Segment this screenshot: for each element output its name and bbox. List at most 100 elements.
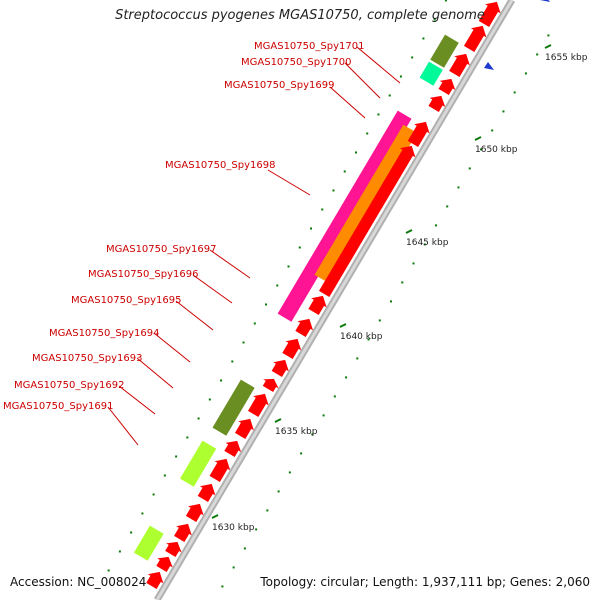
- kbp-label-1640: 1640 kbp: [340, 332, 383, 342]
- gene-label-spy1697: MGAS10750_Spy1697: [106, 244, 216, 255]
- cds-arrow: [174, 523, 192, 542]
- tick-dot: [479, 148, 482, 151]
- label-leader-line: [329, 86, 366, 119]
- kbp-label-1630: 1630 kbp: [212, 523, 255, 533]
- tick-dot: [298, 246, 301, 249]
- tick-dot: [491, 129, 494, 132]
- tick-dot: [221, 585, 224, 588]
- tick-dot: [411, 56, 414, 59]
- cds-arrow: [224, 440, 242, 457]
- label-leader-line: [136, 357, 174, 389]
- cds-arrow: [319, 145, 416, 297]
- genome-title: Streptococcus pyogenes MGAS10750, comple…: [115, 8, 485, 23]
- label-leader-line: [356, 46, 401, 84]
- cds-arrow: [146, 571, 164, 589]
- kbp-label-1635: 1635 kbp: [275, 427, 318, 437]
- cog-block: [212, 379, 255, 436]
- tick-dot: [220, 379, 223, 382]
- cds-track: [146, 1, 501, 589]
- cds-arrow: [478, 1, 501, 27]
- tick-dot: [141, 512, 144, 515]
- tick-dot: [502, 110, 505, 113]
- label-leader-line: [192, 274, 233, 304]
- tick-dot: [253, 322, 256, 325]
- tick-dot: [118, 550, 121, 553]
- major-tick: [405, 229, 413, 234]
- marker-triangle: [484, 62, 494, 70]
- tick-dot: [277, 490, 280, 493]
- backbone: [153, 0, 516, 600]
- gene-label-spy1692: MGAS10750_Spy1692: [14, 380, 124, 391]
- cds-arrow: [428, 95, 446, 112]
- cds-arrow: [463, 25, 487, 52]
- gene-label-spy1699: MGAS10750_Spy1699: [224, 80, 334, 91]
- kbp-label-1655: 1655 kbp: [545, 53, 588, 63]
- cds-arrow: [295, 318, 314, 337]
- gene-label-spy1693: MGAS10750_Spy1693: [32, 353, 142, 364]
- cds-arrow: [156, 556, 173, 572]
- tick-dot: [433, 18, 436, 21]
- tick-dot: [322, 414, 325, 417]
- major-tick: [274, 418, 282, 423]
- tick-dot: [468, 167, 471, 170]
- tick-dot: [321, 208, 324, 211]
- tick-dot: [300, 452, 303, 455]
- cds-arrow: [197, 483, 216, 502]
- tick-dot: [231, 360, 234, 363]
- tick-dot: [444, 0, 447, 2]
- tick-dot: [163, 474, 166, 477]
- cds-arrow: [407, 121, 430, 147]
- cds-arrow: [271, 359, 289, 377]
- tick-dot: [356, 357, 359, 360]
- cds-arrow: [209, 458, 231, 482]
- major-tick: [544, 44, 552, 49]
- label-leader-line: [118, 385, 156, 415]
- tick-dot: [287, 265, 290, 268]
- tick-dot: [423, 243, 426, 246]
- tick-dot: [266, 509, 269, 512]
- major-tick: [211, 514, 219, 519]
- cog-blocks: [133, 0, 550, 561]
- tick-dot: [186, 436, 189, 439]
- tick-dot: [390, 300, 393, 303]
- tick-dot: [265, 303, 268, 306]
- cds-arrow: [308, 295, 327, 315]
- tick-dot: [276, 284, 279, 287]
- label-leader-line: [107, 406, 139, 446]
- tick-dot: [366, 132, 369, 135]
- tick-dot: [208, 398, 211, 401]
- major-tick: [474, 136, 482, 141]
- cds-arrow: [185, 503, 204, 522]
- tick-dot: [343, 170, 346, 173]
- gene-label-spy1700: MGAS10750_Spy1700: [241, 57, 351, 68]
- gene-label-spy1695: MGAS10750_Spy1695: [71, 295, 181, 306]
- tick-dot: [377, 113, 380, 116]
- gene-label-spy1701: MGAS10750_Spy1701: [254, 41, 364, 52]
- tick-dot: [401, 281, 404, 284]
- gene-label-spy1698: MGAS10750_Spy1698: [165, 160, 275, 171]
- cog-block: [180, 440, 217, 487]
- tick-dot: [388, 94, 391, 97]
- label-leader-line: [175, 300, 214, 331]
- tick-dot: [422, 37, 425, 40]
- cog-block: [133, 525, 164, 561]
- tick-dot: [232, 566, 235, 569]
- tick-dot: [446, 205, 449, 208]
- cds-arrow: [262, 378, 279, 392]
- label-leader-line: [153, 332, 191, 363]
- cds-arrow: [282, 338, 302, 359]
- tick-dot: [255, 528, 258, 531]
- cds-arrow: [165, 541, 182, 557]
- tick-dot: [399, 75, 402, 78]
- tick-dot: [378, 319, 381, 322]
- tick-dot: [345, 376, 348, 379]
- tick-dot: [547, 34, 550, 37]
- label-leaders: [107, 46, 401, 446]
- tick-dot: [175, 455, 178, 458]
- major-tick: [339, 323, 347, 328]
- label-leader-line: [267, 169, 311, 196]
- tick-dot: [536, 53, 539, 56]
- tick-dot: [310, 227, 313, 230]
- cog-block: [419, 61, 443, 86]
